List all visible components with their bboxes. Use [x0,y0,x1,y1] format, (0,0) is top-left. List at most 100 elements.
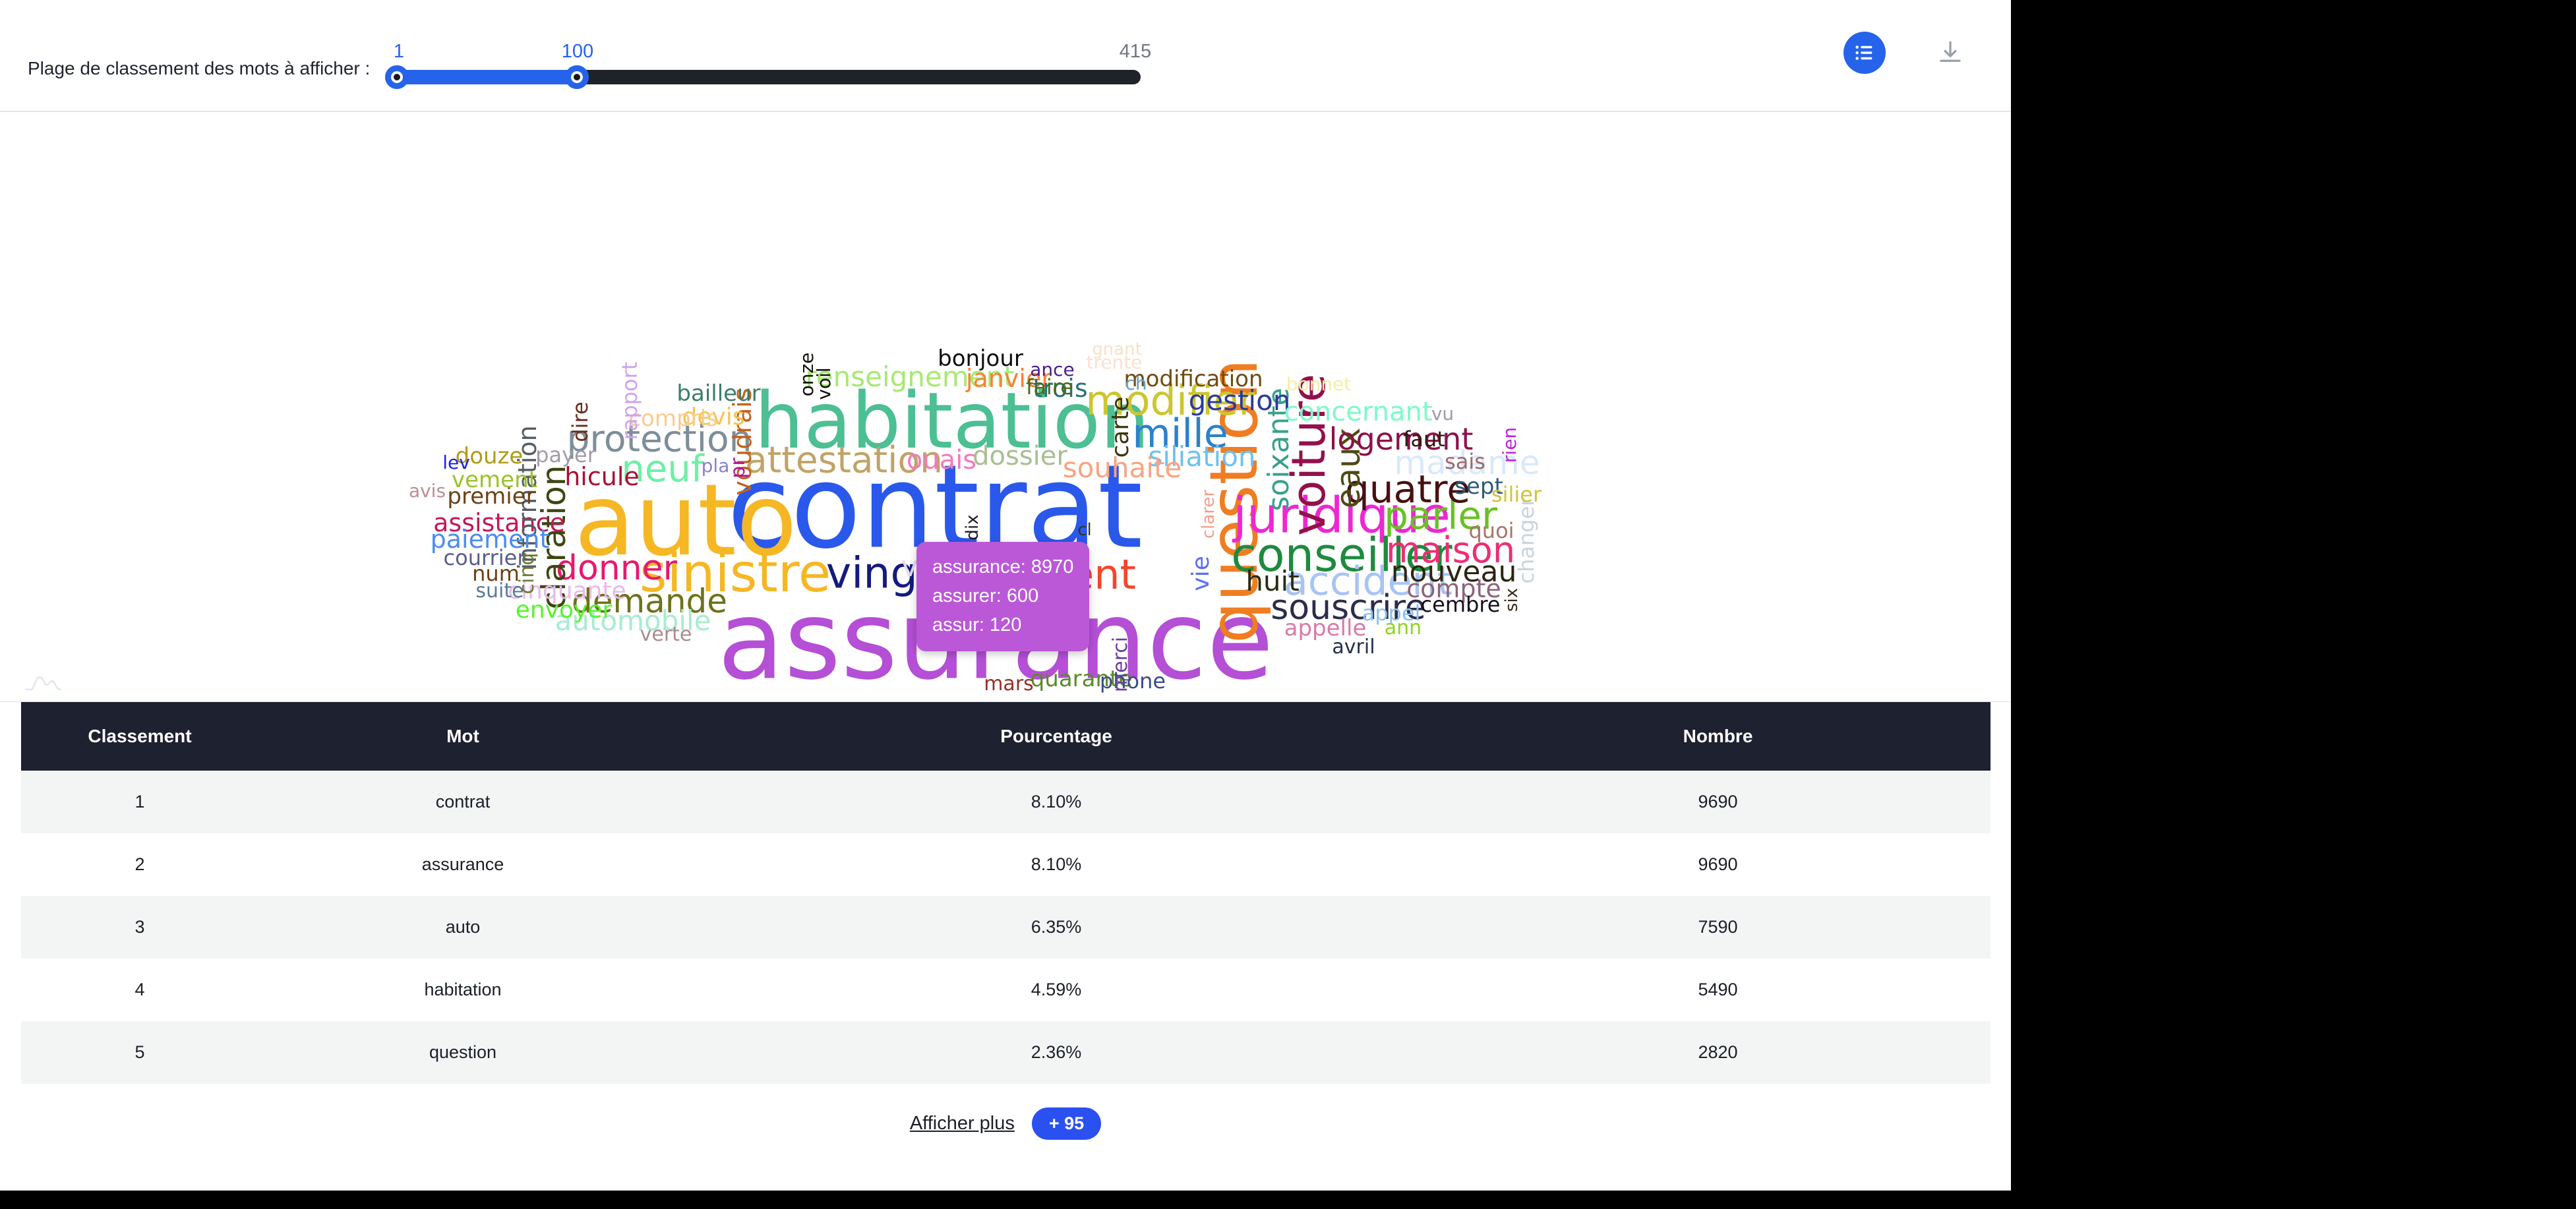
wordcloud-word[interactable]: phone [1099,668,1166,693]
wordcloud-word[interactable]: conseiller [1231,528,1453,582]
wordcloud-word[interactable]: logement [1329,421,1474,457]
wordcloud-word[interactable]: six [1502,587,1522,612]
wordcloud-word[interactable]: bailleur [676,380,761,407]
wordcloud-word[interactable]: janvier [966,364,1052,393]
wordcloud-word[interactable]: renseignement [805,361,1015,393]
wordcloud-word[interactable]: compte [1406,574,1501,603]
wordcloud-word[interactable]: appelle [1284,615,1367,641]
table-row[interactable]: 3 auto 6.35% 7590 [21,896,1991,958]
wordcloud-word[interactable]: payer [535,442,596,467]
wordcloud-word[interactable]: ouais [906,445,977,475]
wordcloud-word[interactable]: rien [1499,427,1520,463]
wordcloud-word[interactable]: vement [452,467,537,493]
wordcloud-word[interactable]: maison [1385,529,1516,571]
wordcloud-word[interactable]: quarante [1030,666,1133,692]
wordcloud-word[interactable]: assistance [433,508,565,537]
wordcloud-word[interactable]: modification [1123,366,1263,392]
slider-handle-lower[interactable] [385,65,409,89]
download-button[interactable] [1933,36,1967,70]
wordcloud-word[interactable]: souhaite [1062,452,1182,484]
wordcloud-word[interactable]: quoi [1468,518,1514,543]
wordcloud-word[interactable]: cinquante [508,577,626,604]
wordcloud-word[interactable]: trente [1086,351,1143,373]
wordcloud-word[interactable]: dossier [973,441,1067,471]
wordcloud-word[interactable]: paiement [430,525,550,554]
wordcloud-word[interactable]: gestion [1188,384,1291,417]
wordcloud-word[interactable]: rapport [617,361,642,440]
wordcloud-word[interactable]: auto [574,463,797,578]
wordcloud-word[interactable]: courrier [443,545,526,570]
wordcloud-word[interactable]: pla [701,455,730,477]
wordcloud-word[interactable]: cl [1077,520,1092,540]
wordcloud-word[interactable]: modifier [1085,376,1255,425]
wordcloud-word[interactable]: suite [475,579,524,603]
wordcloud-word[interactable]: devis [682,403,745,430]
table-row[interactable]: 4 habitation 4.59% 5490 [21,958,1991,1021]
wordcloud-word[interactable]: avril [1332,635,1375,659]
wordcloud-word[interactable]: sept [1454,473,1503,500]
wordcloud-word[interactable]: num [472,561,520,586]
wordcloud-word[interactable]: dix [963,514,982,541]
wordcloud-word[interactable]: vu [1431,403,1454,425]
wordcloud-word[interactable]: douze [455,443,524,469]
wordcloud-word[interactable]: sais [1445,449,1485,474]
wordcloud-word[interactable]: appel [1362,601,1421,626]
wordcloud-word[interactable]: quatre [1344,467,1471,512]
table-row[interactable]: 2 assurance 8.10% 9690 [21,833,1991,896]
wordcloud-word[interactable]: demande [571,582,728,620]
wordcloud-word[interactable]: huit [1245,565,1300,597]
wordcloud-word[interactable]: merci [1109,636,1132,693]
wordcloud-word[interactable]: ann [1384,616,1422,639]
wordcloud-word[interactable]: sinistre [639,543,831,604]
wordcloud-word[interactable]: juridique [1233,486,1451,545]
column-header-pourcentage[interactable]: Pourcentage [667,702,1445,771]
wordcloud-word[interactable]: avis [408,480,446,502]
column-header-classement[interactable]: Classement [21,702,258,771]
wordcloud-word[interactable]: clarer [1199,489,1218,539]
wordcloud-word[interactable]: automobile [554,604,711,637]
wordcloud-word[interactable]: envoyer [515,597,613,624]
wordcloud-word[interactable]: compris [628,405,718,432]
wordcloud-word[interactable]: neuf [621,448,704,490]
wordcloud-word[interactable]: voil [813,367,835,400]
wordcloud-word[interactable]: souscrire [1271,588,1426,628]
table-row[interactable]: 1 contrat 8.10% 9690 [21,771,1991,833]
column-header-nombre[interactable]: Nombre [1445,702,1991,771]
wordcloud-word[interactable]: vingt [825,548,935,599]
wordcloud-word[interactable]: verte [640,623,692,646]
wordcloud-word[interactable]: carte [1107,396,1134,458]
wordcloud-word[interactable]: hicule [564,462,640,491]
show-more-badge[interactable]: + 95 [1031,1107,1102,1140]
wordcloud-word[interactable]: ance [1030,359,1075,380]
wordcloud-word[interactable]: concernant [1284,397,1433,427]
wordcloud-word[interactable]: nouveau [1391,555,1517,589]
wordcloud[interactable]: contratassuranceautohabitationquestionsi… [0,112,2011,701]
wordcloud-word[interactable]: protection [566,417,752,460]
wordcloud-word[interactable]: faire [1026,374,1073,399]
wordcloud-word[interactable]: bonjour [938,345,1023,372]
wordcloud-word[interactable]: siliation [1148,440,1256,473]
wordcloud-word[interactable]: parler [1384,493,1497,538]
slider-handle-upper[interactable] [565,65,589,89]
list-view-button[interactable] [1843,32,1886,74]
wordcloud-word[interactable]: lev [442,452,470,473]
wordcloud-word[interactable]: cinq [516,552,539,595]
rank-range-slider[interactable]: 1 100 415 [385,25,1151,89]
wordcloud-word[interactable]: cembre [1420,592,1501,617]
wordcloud-word[interactable]: premier [447,483,535,510]
show-more-link[interactable]: Afficher plus [909,1113,1015,1134]
wordcloud-word[interactable]: changer [1514,497,1539,584]
wordcloud-word[interactable]: bonnet [1286,373,1352,395]
wordcloud-word[interactable]: donner [555,548,678,588]
wordcloud-word[interactable]: ch [1125,372,1147,394]
table-row[interactable]: 5 question 2.36% 2820 [21,1021,1991,1084]
wordcloud-word[interactable]: mars [984,672,1034,695]
wordcloud-word[interactable]: attestation [745,438,943,481]
wordcloud-word[interactable]: vie [1187,556,1214,591]
column-header-mot[interactable]: Mot [258,702,667,771]
wordcloud-word[interactable]: habitation [754,375,1150,466]
wordcloud-word[interactable]: gnant [1092,339,1142,359]
wordcloud-word[interactable]: pr [727,457,750,479]
wordcloud-word[interactable]: dire [568,401,593,442]
wordcloud-word[interactable]: faut [1403,427,1445,452]
